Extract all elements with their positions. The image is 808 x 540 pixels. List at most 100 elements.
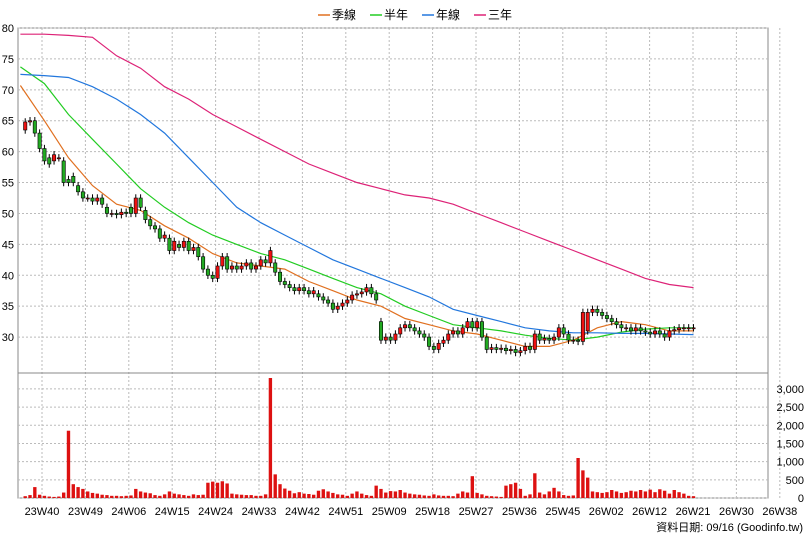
volume-bar bbox=[643, 491, 648, 498]
ma-line-三年 bbox=[20, 33, 694, 289]
x-tick-label: 25W45 bbox=[545, 506, 580, 518]
x-tick-label: 23W40 bbox=[25, 506, 60, 518]
volume-bar bbox=[263, 494, 268, 498]
price-tick-label: 55 bbox=[2, 178, 14, 190]
candle-body bbox=[268, 250, 273, 264]
candle-body bbox=[109, 213, 114, 215]
x-tick-label: 26W21 bbox=[676, 506, 711, 518]
candle-body bbox=[455, 330, 460, 335]
volume-bar bbox=[244, 495, 249, 498]
volume-bar bbox=[494, 496, 499, 498]
volume-bar bbox=[403, 492, 407, 498]
candle-body bbox=[167, 237, 172, 251]
volume-bar bbox=[672, 490, 676, 498]
x-tick-label: 25W36 bbox=[502, 506, 537, 518]
price-tick-label: 45 bbox=[2, 239, 14, 251]
candle-body bbox=[234, 265, 239, 270]
candle-body bbox=[580, 312, 585, 342]
candle-body bbox=[359, 291, 364, 295]
volume-bar bbox=[201, 494, 205, 498]
candle-body bbox=[311, 290, 316, 295]
volume-bar bbox=[86, 491, 90, 498]
price-tick-label: 50 bbox=[2, 208, 14, 220]
candle-body bbox=[441, 339, 446, 344]
candle-body bbox=[42, 148, 47, 162]
candle-body bbox=[595, 308, 600, 313]
candle-body bbox=[503, 347, 508, 351]
volume-bar bbox=[66, 430, 71, 498]
candle-body bbox=[552, 336, 557, 341]
volume-bar bbox=[557, 491, 561, 498]
candle-body bbox=[244, 262, 249, 267]
volume-bar bbox=[667, 493, 672, 498]
volume-bar bbox=[408, 493, 412, 498]
candle-body bbox=[398, 327, 403, 335]
volume-bar bbox=[528, 494, 532, 498]
candle-body bbox=[345, 299, 350, 304]
candle-body bbox=[542, 338, 547, 341]
volume-bar bbox=[653, 492, 657, 498]
volume-tick-label: 3,000 bbox=[776, 384, 804, 396]
volume-bar bbox=[360, 493, 364, 498]
candle-body bbox=[76, 185, 81, 193]
candle-body bbox=[148, 219, 153, 227]
x-tick-label: 25W18 bbox=[415, 506, 450, 518]
volume-bar bbox=[273, 474, 277, 498]
candle-body bbox=[537, 333, 542, 341]
price-tick-label: 75 bbox=[2, 54, 14, 66]
x-tick-label: 25W09 bbox=[372, 506, 407, 518]
volume-bar bbox=[316, 490, 321, 498]
volume-bar bbox=[513, 482, 518, 498]
legend-label: 半年 bbox=[384, 8, 408, 22]
x-tick-label: 24W24 bbox=[198, 506, 233, 518]
candle-body bbox=[258, 259, 263, 267]
volume-bar bbox=[100, 494, 104, 498]
volume-tick-label: 1,500 bbox=[776, 438, 804, 450]
candle-body bbox=[393, 333, 398, 341]
candle-body bbox=[23, 121, 28, 131]
candle-body bbox=[561, 327, 566, 335]
volume-tick-label: 1,000 bbox=[776, 457, 804, 469]
volume-bar bbox=[249, 495, 253, 498]
candle-body bbox=[681, 327, 686, 330]
volume-bar bbox=[158, 495, 162, 498]
volume-bar bbox=[489, 496, 494, 498]
candle-body bbox=[273, 262, 278, 273]
volume-bar bbox=[552, 487, 556, 498]
candle-body bbox=[215, 265, 220, 279]
price-tick-label: 80 bbox=[2, 23, 14, 35]
candle-body bbox=[61, 160, 66, 183]
price-tick-label: 70 bbox=[2, 85, 14, 97]
candle-body bbox=[210, 274, 215, 279]
candle-body bbox=[436, 342, 441, 350]
volume-bar bbox=[114, 495, 119, 498]
candle-body bbox=[460, 327, 465, 335]
volume-bar bbox=[393, 491, 398, 498]
price-tick-label: 65 bbox=[2, 116, 14, 128]
volume-bar bbox=[576, 458, 580, 498]
candle-body bbox=[316, 293, 321, 298]
candle-body bbox=[138, 197, 143, 208]
volume-bar bbox=[432, 494, 436, 498]
footer-text: 資料日期: 09/16 (Goodinfo.tw) bbox=[656, 520, 803, 534]
volume-bar bbox=[124, 495, 128, 498]
candle-body bbox=[489, 347, 494, 350]
volume-bar bbox=[331, 492, 335, 498]
candle-body bbox=[604, 315, 609, 319]
candle-body bbox=[412, 327, 417, 332]
volume-bar bbox=[321, 489, 325, 498]
volume-bar bbox=[499, 496, 503, 498]
candle-body bbox=[388, 336, 393, 341]
volume-bar bbox=[81, 488, 85, 498]
volume-bar bbox=[297, 492, 301, 498]
candle-body bbox=[80, 191, 85, 199]
volume-bar bbox=[336, 494, 340, 498]
volume-bar bbox=[283, 488, 287, 498]
candle-body bbox=[571, 339, 576, 342]
volume-bar bbox=[33, 487, 37, 498]
candle-body bbox=[191, 247, 196, 251]
volume-bar bbox=[624, 492, 628, 498]
candle-body bbox=[181, 240, 186, 248]
volume-bar bbox=[456, 493, 460, 498]
candle-body bbox=[619, 324, 624, 329]
